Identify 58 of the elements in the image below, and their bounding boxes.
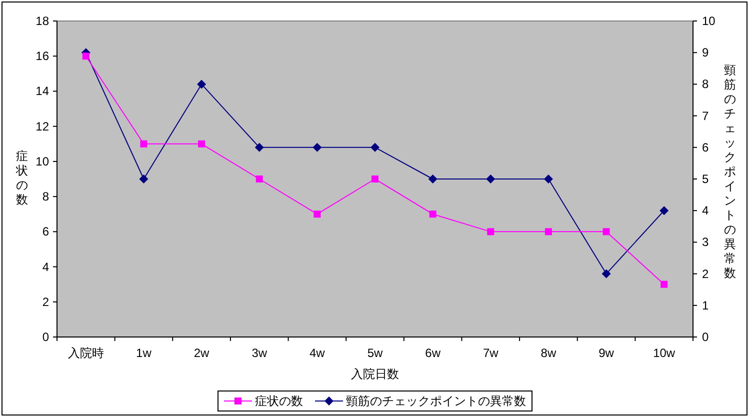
y-tick-label: 10 [36, 154, 50, 168]
point [370, 142, 380, 152]
point [544, 228, 552, 236]
point [254, 142, 264, 152]
y-tick-label: 2 [42, 294, 50, 309]
y2-tick-label: 0 [702, 330, 709, 344]
point [312, 142, 322, 152]
y-tick-label: 0 [42, 330, 50, 344]
x-tick-label: 4w [310, 346, 326, 360]
legend-label: 頸筋のチェックポイントの異常数 [346, 394, 526, 408]
text: 頸筋のチェックポイントの異常数 [724, 63, 736, 280]
point [486, 174, 496, 184]
x-tick-label: 9w [598, 346, 614, 360]
y-tick-label: 14 [36, 84, 50, 98]
x-tick-label: 3w [252, 346, 268, 360]
point [487, 228, 494, 236]
x-axis-title: 入院日数 [351, 367, 399, 381]
point [140, 140, 148, 148]
y2-tick-label: 1 [702, 298, 709, 312]
point [428, 174, 438, 184]
y2-tick-label: 5 [702, 172, 709, 186]
point [602, 228, 610, 236]
point [82, 52, 90, 60]
y2-tick-label: 9 [702, 46, 709, 60]
legend-label: 症状の数 [255, 394, 303, 408]
x-tick-label: 1w [136, 346, 152, 360]
x-tick-label: 7w [482, 346, 499, 360]
point [197, 80, 206, 89]
y-tick-label: 18 [36, 14, 50, 28]
y-tick-label: 4 [42, 260, 50, 274]
y-tick-label: 16 [36, 49, 50, 64]
y-tick-label: 12 [36, 119, 50, 134]
point [139, 174, 148, 184]
point [198, 140, 206, 148]
y2-tick-label: 3 [702, 235, 709, 250]
x-tick-label: 6w [425, 346, 441, 360]
x-tick-label: 5w [367, 346, 383, 360]
y2-tick-label: 6 [702, 140, 709, 154]
point [544, 174, 553, 184]
y2-tick-label: 4 [702, 204, 709, 218]
y-tick-label: 8 [42, 190, 50, 204]
point [429, 210, 436, 218]
y2-tick-label: 7 [702, 108, 709, 123]
point [602, 269, 611, 278]
x-tick-label: 10w [653, 346, 676, 360]
point [660, 280, 668, 288]
x-tick-label: 2w [194, 346, 210, 360]
point [660, 206, 669, 216]
x-tick-label: 入院時 [68, 346, 104, 360]
point [372, 176, 378, 182]
y2-tick-label: 2 [702, 266, 709, 281]
x-tick-label: 8w [540, 346, 556, 360]
y-tick-label: 6 [42, 224, 50, 239]
y-axis-title: 症状の数 [15, 149, 28, 206]
point [314, 210, 321, 218]
y2-tick-label: 8 [702, 77, 709, 92]
point [256, 176, 263, 182]
y2-tick-label: 10 [702, 14, 716, 28]
